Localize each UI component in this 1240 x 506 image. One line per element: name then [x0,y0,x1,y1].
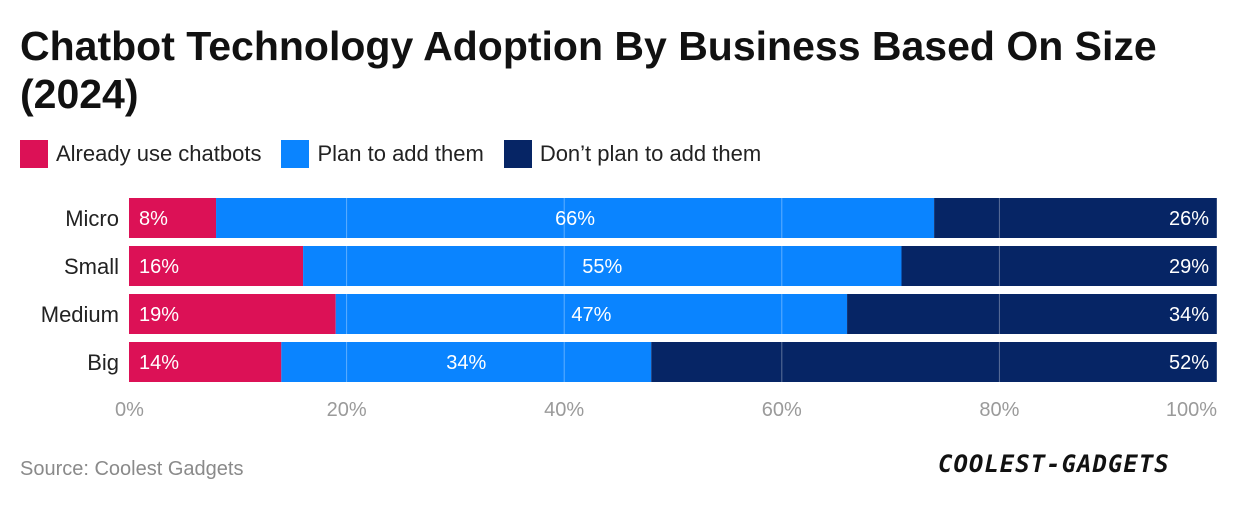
category-labels: Micro Small Medium Big [41,206,119,375]
bar-medium-don-t-plan-to-add-them [847,294,1217,334]
legend-item-dont-plan: Don’t plan to add them [503,140,762,168]
data-label-small-already-use-chatbots: 16% [139,256,179,278]
legend-item-already-use: Already use chatbots [20,140,261,168]
bar-small-plan-to-add-them [303,246,902,286]
bar-micro-plan-to-add-them [216,198,935,238]
x-tick-label-40: 40% [544,399,584,421]
bar-small-already-use-chatbots [129,246,304,286]
x-tick-label-100: 100% [1166,399,1217,421]
x-tick-label-80: 80% [979,399,1019,421]
data-label-micro-don-t-plan-to-add-them: 26% [1169,208,1209,230]
category-label-medium: Medium [41,302,119,327]
bar-big-don-t-plan-to-add-them [651,342,1217,382]
bar-micro-don-t-plan-to-add-them [934,198,1217,238]
legend-swatch-plan-to-add [281,140,310,168]
x-tick-label-0: 0% [115,399,144,421]
data-label-medium-don-t-plan-to-add-them: 34% [1169,304,1209,326]
legend-swatch-dont-plan [503,140,532,168]
source-note: Source: Coolest Gadgets [20,458,244,480]
data-labels: 8% 66% 26% 16% 55% 29% 19% 47% 34% 14% 34% 52% [139,208,1209,374]
bars-group [129,198,1217,382]
bar-medium-already-use-chatbots [129,294,336,334]
data-label-big-plan-to-add-them: 34% [446,352,486,374]
bar-big-already-use-chatbots [129,342,282,382]
legend-label-already-use: Already use chatbots [56,141,262,166]
x-tick-label-60: 60% [762,399,802,421]
chart-title: Chatbot Technology Adoption By Business … [20,23,1157,117]
category-label-small: Small [64,254,119,279]
data-label-micro-plan-to-add-them: 66% [555,208,595,230]
data-label-big-already-use-chatbots: 14% [139,352,179,374]
data-label-small-plan-to-add-them: 55% [582,256,622,278]
data-label-medium-plan-to-add-them: 47% [571,304,611,326]
legend-label-dont-plan: Don’t plan to add them [539,141,762,166]
legend-label-plan-to-add: Plan to add them [317,141,484,166]
bar-small-don-t-plan-to-add-them [901,246,1217,286]
data-label-small-don-t-plan-to-add-them: 29% [1169,256,1209,278]
data-label-big-don-t-plan-to-add-them: 52% [1169,352,1209,374]
bar-medium-plan-to-add-them [335,294,848,334]
bar-big-plan-to-add-them [281,342,652,382]
gridlines [346,196,1218,384]
x-tick-label-20: 20% [327,399,367,421]
legend: Already use chatbots Plan to add them Do… [20,140,761,168]
data-label-medium-already-use-chatbots: 19% [139,304,179,326]
brand-logo: COOLEST-GADGETS [938,450,1170,478]
x-axis-ticks: 0% 20% 40% 60% 80% 100% [115,399,1217,421]
category-label-big: Big [87,350,119,375]
legend-item-plan-to-add: Plan to add them [281,140,484,168]
legend-swatch-already-use [20,140,48,168]
data-label-micro-already-use-chatbots: 8% [139,208,168,230]
category-label-micro: Micro [65,206,119,231]
bar-micro-already-use-chatbots [129,198,217,238]
